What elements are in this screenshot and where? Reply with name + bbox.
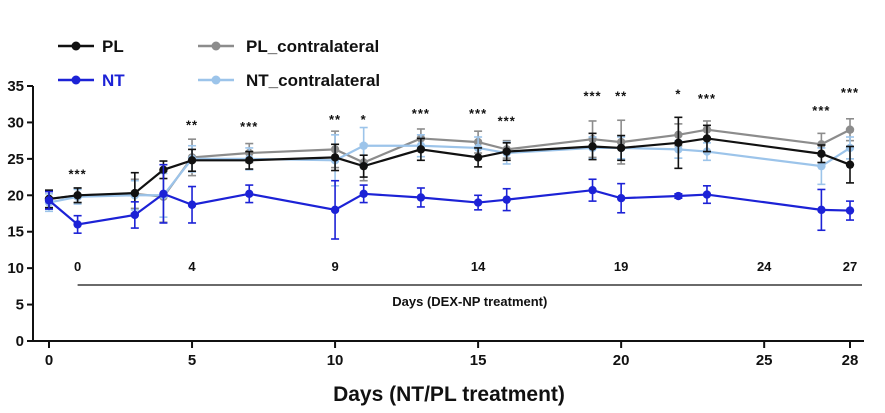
data-point (702, 190, 712, 199)
data-point (702, 134, 712, 143)
data-point (502, 195, 511, 204)
data-point (416, 193, 426, 202)
data-point (616, 143, 626, 153)
secondary-tick-label: 14 (471, 259, 486, 274)
secondary-tick-label: 0 (74, 259, 81, 274)
secondary-axis-label: Days (DEX-NP treatment) (392, 294, 547, 309)
data-point (359, 189, 368, 199)
secondary-tick-label: 27 (843, 259, 857, 274)
significance-mark: *** (698, 91, 716, 106)
data-point (130, 210, 140, 220)
legend-item-pl-contralateral: PL_contralateral (198, 37, 379, 56)
legend-item-pl: PL (58, 37, 124, 56)
significance-mark: *** (583, 89, 601, 104)
series-layer (44, 116, 855, 240)
significance-annotations: ***** *** ** * *** *** ****** ** * ********* (69, 85, 859, 182)
x-axis-label: Days (NT/PL treatment) (333, 383, 565, 406)
significance-mark: *** (841, 85, 859, 100)
data-point (674, 138, 683, 148)
y-tick-label: 25 (7, 151, 24, 168)
x-tick-label: 15 (470, 352, 487, 369)
significance-mark: ** (186, 118, 198, 133)
data-point (473, 153, 483, 162)
legend-item-nt: NT (58, 71, 125, 90)
secondary-axis: 0 4 9 14 19 24 27 Days (DEX-NP treatment) (74, 259, 862, 309)
significance-mark: * (675, 86, 681, 101)
x-ticks: 0 5 10 15 20 25 28 (45, 341, 859, 369)
x-tick-label: 10 (327, 352, 344, 369)
data-point (473, 198, 483, 207)
data-point (845, 125, 855, 134)
data-point (73, 220, 82, 229)
significance-mark: *** (69, 167, 87, 182)
legend-label-pl-contralateral: PL_contralateral (246, 37, 379, 56)
y-tick-label: 20 (7, 187, 24, 204)
significance-mark: *** (498, 113, 516, 128)
secondary-tick-label: 4 (188, 259, 196, 274)
series-nt (44, 163, 855, 240)
data-point (245, 156, 254, 165)
legend-label-nt-contralateral: NT_contralateral (246, 71, 380, 90)
significance-mark: ** (615, 89, 627, 104)
series-pl (44, 116, 855, 215)
data-point (817, 149, 826, 158)
significance-mark: ** (329, 112, 341, 127)
x-tick-label: 20 (613, 352, 630, 369)
significance-mark: *** (812, 103, 830, 118)
data-point (44, 196, 54, 205)
data-point (359, 141, 368, 150)
significance-mark: *** (240, 119, 258, 134)
data-point (817, 205, 826, 215)
x-tick-label: 28 (842, 352, 859, 369)
data-point (817, 161, 826, 171)
data-point (616, 194, 626, 203)
secondary-axis-ticks: 0 4 9 14 19 24 27 (74, 259, 857, 274)
legend-label-pl: PL (102, 37, 124, 56)
y-tick-label: 5 (16, 297, 24, 314)
secondary-tick-label: 24 (757, 259, 772, 274)
x-tick-label: 25 (756, 352, 773, 369)
data-point (845, 160, 855, 169)
secondary-tick-label: 19 (614, 259, 628, 274)
data-point (330, 205, 340, 215)
significance-mark: * (361, 112, 367, 127)
data-point (359, 161, 368, 171)
data-point (588, 142, 597, 151)
data-point (416, 145, 426, 154)
y-tick-label: 15 (7, 224, 24, 241)
legend-item-nt-contralateral: NT_contralateral (198, 71, 380, 90)
series-line-nt (48, 189, 851, 226)
data-point (187, 200, 197, 209)
data-point (73, 191, 82, 200)
data-point (159, 189, 168, 199)
y-tick-label: 0 (16, 333, 24, 350)
x-tick-label: 5 (188, 352, 196, 369)
data-point (674, 191, 683, 201)
legend: PL NT PL_contralateral NT_contralateral (58, 37, 380, 90)
data-point (588, 185, 597, 195)
y-tick-label: 10 (7, 260, 24, 277)
y-ticks: 0 5 10 15 20 25 30 35 (7, 78, 33, 350)
data-point (187, 156, 197, 165)
significance-mark: *** (412, 106, 430, 121)
y-tick-label: 30 (7, 114, 24, 131)
data-point (130, 188, 140, 198)
legend-label-nt: NT (102, 71, 125, 90)
data-point (330, 153, 340, 162)
x-tick-label: 0 (45, 352, 53, 369)
secondary-tick-label: 9 (331, 259, 338, 274)
data-point (245, 189, 254, 199)
y-tick-label: 35 (7, 78, 24, 95)
data-point (502, 147, 511, 156)
data-point (845, 206, 855, 215)
significance-mark: *** (469, 106, 487, 121)
